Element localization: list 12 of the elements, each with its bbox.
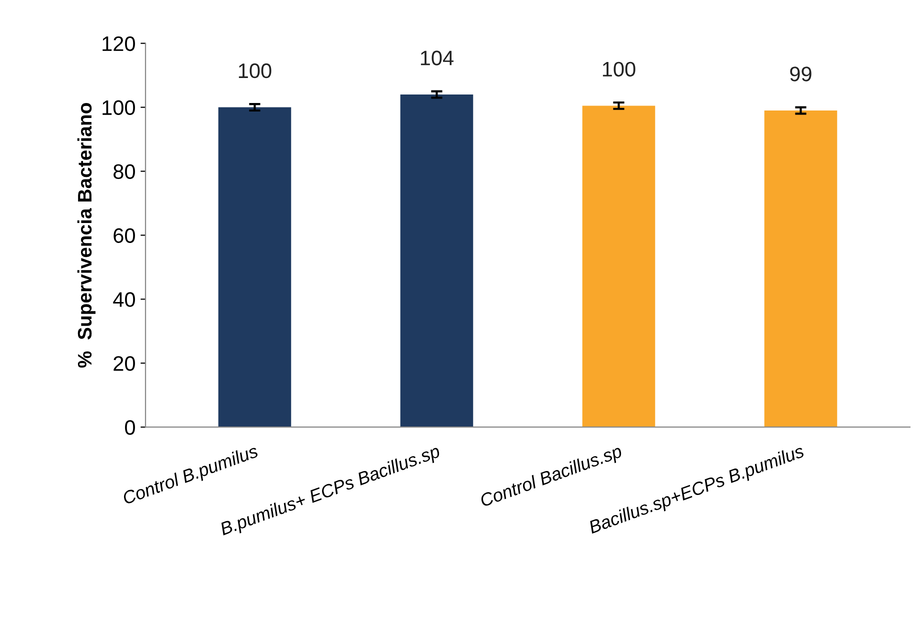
y-tick-label: 80 bbox=[114, 164, 135, 180]
y-tick-label: 0 bbox=[125, 420, 135, 435]
y-tick-label: 60 bbox=[114, 228, 135, 243]
y-tick-label: 100 bbox=[102, 100, 135, 116]
data-label: 99 bbox=[790, 66, 812, 82]
data-label: 104 bbox=[420, 50, 454, 66]
y-tick-label: 40 bbox=[113, 292, 135, 307]
y-axis-title: % Supervivencia Bacteriano bbox=[77, 103, 96, 368]
data-label: 100 bbox=[602, 62, 636, 77]
data-label: 100 bbox=[238, 63, 272, 78]
y-tick-label: 20 bbox=[114, 356, 135, 371]
y-tick-label: 120 bbox=[102, 36, 135, 52]
